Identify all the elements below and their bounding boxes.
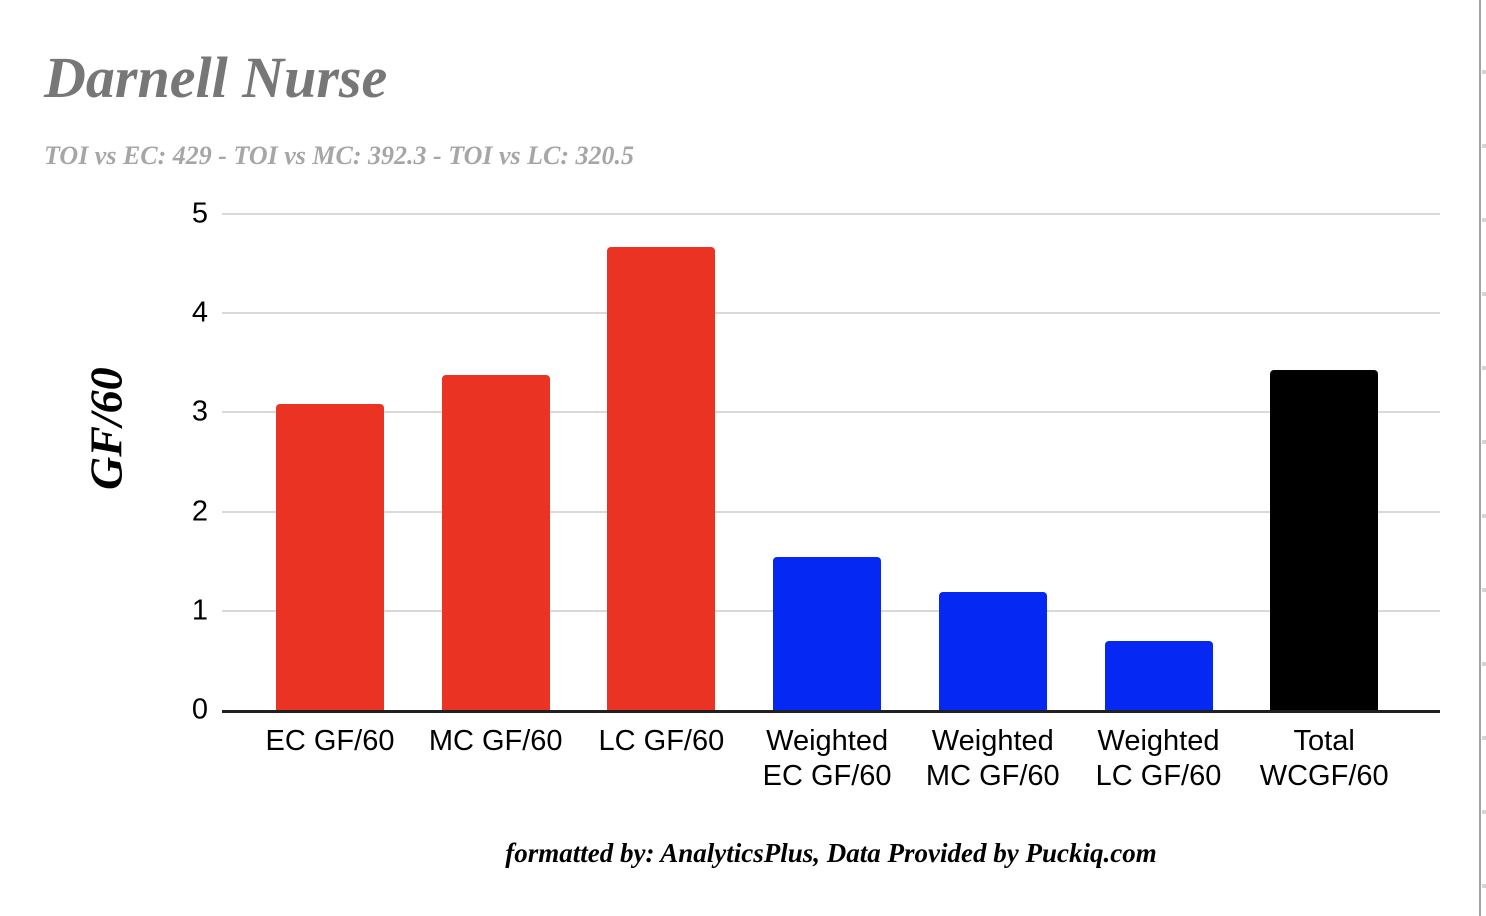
bar-lc-gf-60 [607, 246, 716, 710]
x-axis-label-6: Total WCGF/60 [1259, 725, 1389, 792]
bar-weighted-mc-gf-60 [938, 591, 1047, 710]
x-axis-label-0: EC GF/60 [265, 725, 395, 757]
gridline-y2 [222, 510, 1440, 513]
bar-ec-gf-60 [276, 404, 384, 710]
bar-total-wcgf-60 [1270, 369, 1379, 710]
y-tick-label-4: 4 [191, 296, 208, 329]
x-axis-line [222, 710, 1440, 713]
y-tick-label-1: 1 [191, 594, 208, 627]
y-tick-label-2: 2 [191, 495, 208, 528]
x-axis-label-5: Weighted LC GF/60 [1095, 725, 1222, 792]
bar-weighted-lc-gf-60 [1104, 640, 1213, 710]
scrollbar-tick-marks [1482, 0, 1486, 916]
y-tick-label-0: 0 [191, 693, 208, 726]
y-axis-title: GF/60 [80, 367, 132, 490]
chart-subtitle: TOI vs EC: 429 - TOI vs MC: 392.3 - TOI … [44, 141, 635, 170]
x-axis-label-3: Weighted EC GF/60 [762, 725, 892, 792]
y-tick-label-3: 3 [191, 395, 208, 428]
chart-footer: formatted by: AnalyticsPlus, Data Provid… [505, 838, 1157, 868]
gridline-y3 [222, 411, 1440, 414]
bar-weighted-ec-gf-60 [773, 557, 882, 710]
y-tick-label-5: 5 [191, 197, 208, 230]
chart-title: Darnell Nurse [44, 45, 388, 110]
gridline-y5 [222, 213, 1440, 215]
x-axis-label-1: MC GF/60 [428, 725, 563, 757]
gridline-y4 [222, 312, 1440, 315]
x-axis-label-4: Weighted MC GF/60 [925, 725, 1060, 792]
scrollbar[interactable] [1479, 0, 1481, 916]
x-axis-label-2: LC GF/60 [598, 725, 725, 757]
bar-mc-gf-60 [441, 374, 550, 710]
